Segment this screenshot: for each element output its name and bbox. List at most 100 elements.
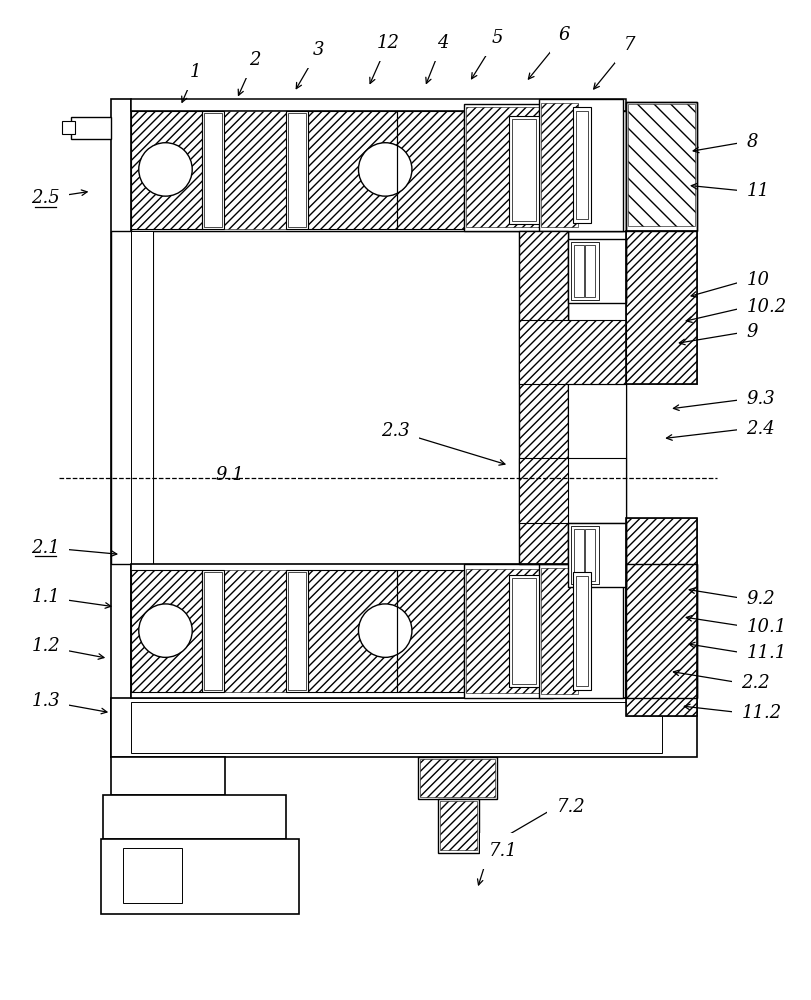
Bar	[131, 570, 202, 692]
Bar	[111, 99, 131, 757]
Bar	[626, 518, 697, 716]
Bar	[512, 119, 535, 221]
Bar	[577, 111, 588, 219]
Text: 10.2: 10.2	[746, 298, 787, 316]
Text: 2.3: 2.3	[380, 422, 410, 440]
Bar	[628, 104, 695, 226]
Bar	[420, 759, 495, 797]
Bar	[519, 320, 626, 384]
Bar	[569, 239, 626, 303]
Bar	[626, 102, 697, 231]
Bar	[224, 570, 350, 692]
Bar	[569, 523, 626, 587]
Text: 9.1: 9.1	[216, 466, 244, 484]
Bar	[101, 839, 299, 914]
Bar	[71, 117, 111, 139]
Bar	[626, 564, 697, 698]
Bar	[440, 801, 477, 850]
Bar	[519, 458, 626, 523]
Bar	[585, 529, 595, 581]
Bar	[574, 529, 584, 581]
Bar	[465, 104, 553, 231]
Bar	[626, 231, 697, 384]
Bar	[103, 795, 286, 839]
Text: 1.3: 1.3	[32, 692, 60, 710]
Bar	[573, 572, 591, 690]
Text: 1.1: 1.1	[32, 588, 60, 606]
Bar	[131, 111, 202, 229]
Bar	[397, 111, 465, 229]
Text: 6: 6	[559, 26, 570, 44]
Bar	[519, 231, 569, 564]
Bar	[539, 99, 623, 231]
Bar	[111, 698, 697, 757]
Bar	[286, 111, 308, 229]
Bar	[397, 111, 465, 229]
Bar	[308, 570, 397, 692]
Bar	[541, 103, 578, 227]
Bar	[397, 570, 465, 692]
Bar	[204, 572, 222, 690]
Text: 1.2: 1.2	[32, 637, 60, 655]
Bar	[204, 113, 222, 227]
Bar	[465, 564, 553, 698]
Bar	[519, 320, 626, 384]
Bar	[577, 576, 588, 686]
Bar	[131, 564, 626, 698]
Bar	[626, 518, 697, 716]
Bar	[288, 572, 306, 690]
Text: 5: 5	[491, 29, 503, 47]
Bar	[308, 570, 397, 692]
Bar	[62, 121, 75, 134]
Text: 9.3: 9.3	[746, 390, 775, 408]
Text: 2: 2	[249, 51, 260, 69]
Bar	[131, 99, 626, 111]
Bar	[541, 568, 578, 694]
Bar	[585, 245, 595, 297]
Bar	[519, 231, 569, 564]
Text: 2.5: 2.5	[32, 189, 60, 207]
Bar	[131, 231, 152, 564]
Bar	[569, 384, 626, 523]
Bar	[539, 564, 623, 698]
Bar	[571, 526, 599, 584]
Bar	[152, 231, 519, 564]
Bar	[571, 242, 599, 300]
Bar	[573, 107, 591, 223]
Bar	[626, 564, 697, 698]
Bar	[574, 245, 584, 297]
Bar	[626, 102, 697, 231]
Bar	[224, 111, 350, 229]
Bar	[418, 757, 497, 799]
Bar	[466, 569, 551, 693]
Bar	[111, 231, 152, 564]
Text: 2.1: 2.1	[32, 539, 60, 557]
Text: 9.2: 9.2	[746, 590, 775, 608]
Bar	[123, 848, 182, 903]
Bar	[288, 113, 306, 227]
Bar	[628, 568, 695, 694]
Bar	[569, 231, 626, 564]
Text: 9: 9	[746, 323, 758, 341]
Text: 7: 7	[624, 36, 636, 54]
Bar	[397, 570, 465, 692]
Circle shape	[358, 143, 412, 196]
Bar	[202, 111, 224, 229]
Bar	[131, 570, 202, 692]
Bar	[131, 111, 626, 231]
Bar	[308, 111, 397, 229]
Text: 11.2: 11.2	[741, 704, 782, 722]
Bar	[111, 757, 225, 795]
Text: 10: 10	[746, 271, 770, 289]
Circle shape	[358, 604, 412, 657]
Bar	[626, 231, 697, 384]
Text: 7.2: 7.2	[556, 798, 586, 816]
Bar	[131, 111, 202, 229]
Text: 10.1: 10.1	[746, 618, 787, 636]
Bar	[466, 107, 551, 227]
Text: 4: 4	[437, 34, 448, 52]
Bar	[512, 578, 535, 684]
Text: 8: 8	[746, 133, 758, 151]
Bar	[509, 575, 539, 687]
Bar	[509, 116, 539, 224]
